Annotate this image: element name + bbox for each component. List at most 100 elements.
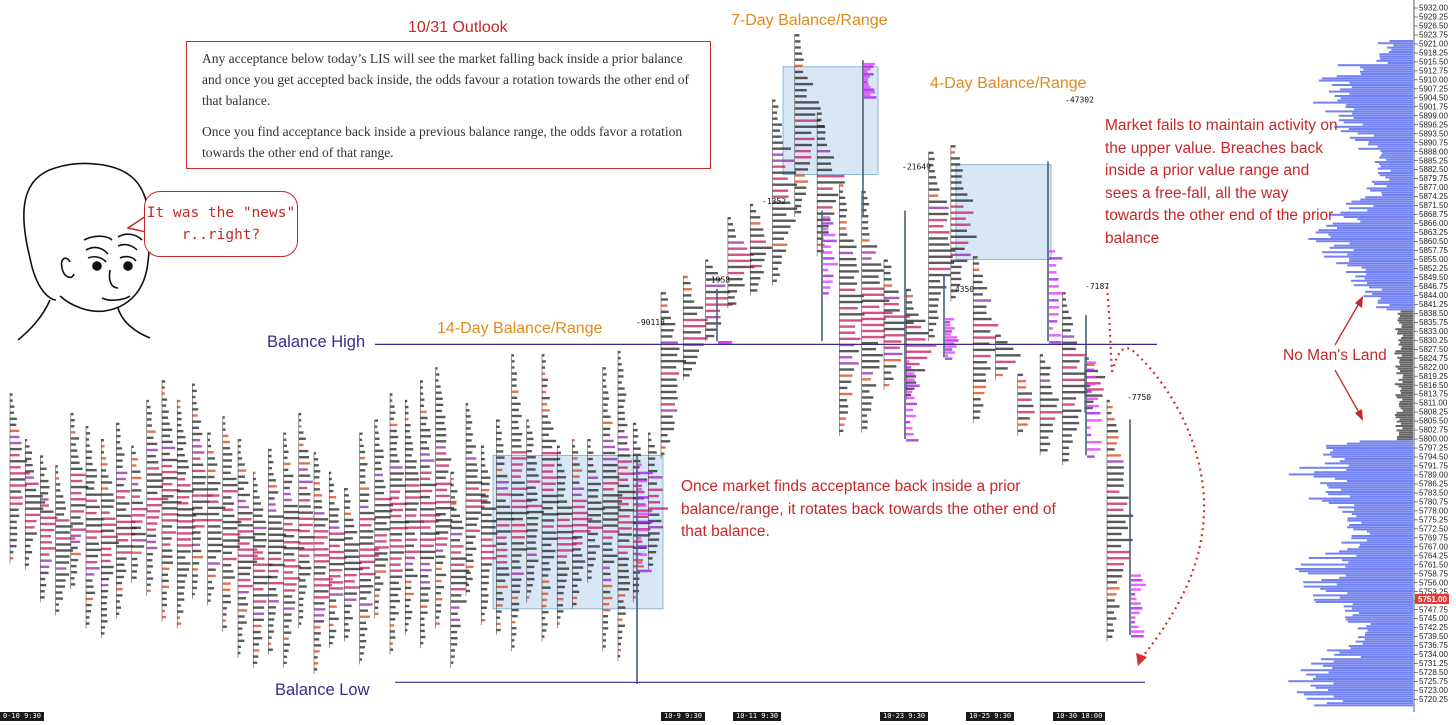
axis-tick-label-13: 5896.25: [1419, 120, 1448, 129]
profile-day-22: [344, 488, 363, 642]
axis-tick-label-75: 5725.75: [1419, 677, 1448, 686]
axis-tick-label-1: 5929.25: [1419, 13, 1448, 22]
price-axis: 5932.005929.255926.505923.755921.005918.…: [1413, 0, 1449, 712]
value-label-1: -1958: [706, 275, 730, 284]
profile-day-11: [176, 399, 197, 629]
axis-tick-label-36: 5833.00: [1419, 327, 1448, 336]
axis-tick-label-3: 5923.75: [1419, 31, 1448, 40]
axis-tick-label-68: 5745.00: [1419, 614, 1448, 623]
composite-volume-profile: [1288, 40, 1413, 707]
axis-tick-label-46: 5805.50: [1419, 417, 1448, 426]
axis-tick-label-28: 5855.00: [1419, 255, 1448, 264]
axis-tick-label-5: 5918.25: [1419, 49, 1448, 58]
profile-day-38: [587, 439, 605, 583]
range-label-7-day: 7-Day Balance/Range: [731, 12, 888, 29]
axis-tick-label-45: 5808.25: [1419, 408, 1448, 417]
profile-day-34: [526, 419, 544, 603]
volume-profile: [636, 40, 1413, 707]
axis-tick-label-69: 5742.25: [1419, 623, 1448, 632]
axis-tick-label-21: 5874.25: [1419, 192, 1448, 201]
axis-tick-label-70: 5739.50: [1419, 632, 1448, 641]
axis-tick-label-35: 5835.75: [1419, 318, 1448, 327]
profile-day-7: [116, 422, 137, 619]
axis-tick-label-2: 5926.50: [1419, 22, 1448, 31]
axis-tick-label-32: 5844.00: [1419, 291, 1448, 300]
axis-tick-label-47: 5802.75: [1419, 426, 1448, 435]
axis-tick-label-16: 5888.00: [1419, 147, 1448, 156]
profile-day-56: [950, 145, 977, 302]
date-label-3: 10-23 9:30: [880, 712, 929, 721]
current-price-marker: [1415, 594, 1449, 605]
axis-tick-label-8: 5910.00: [1419, 75, 1448, 84]
axis-tick-label-77: 5720.25: [1419, 695, 1448, 704]
axis-tick-label-42: 5816.50: [1419, 381, 1448, 390]
axis-tick-label-18: 5882.50: [1419, 165, 1448, 174]
balance-high-label: Balance High: [267, 333, 366, 351]
date-label-1: 10-9 9:30: [661, 712, 705, 721]
axis-tick-label-38: 5827.50: [1419, 345, 1448, 354]
outlook-paragraph-2: Once you find acceptance back inside a p…: [202, 124, 683, 160]
axis-tick-label-73: 5731.25: [1419, 659, 1448, 668]
profile-day-18: [283, 432, 305, 668]
value-label-4: -47302: [1065, 96, 1094, 105]
profile-day-44: [683, 275, 708, 381]
no-mans-land-label: No Man's Land: [1283, 347, 1387, 364]
range-label-14-day: 14-Day Balance/Range: [437, 320, 603, 337]
profile-day-57: [972, 256, 999, 423]
profile-day-61: [1062, 292, 1091, 466]
value-labels: -90118 -1958 -1352 -21649 -47302 -4350 -7187 -7…: [636, 96, 1151, 402]
axis-tick-label-24: 5866.00: [1419, 219, 1448, 228]
profile-day-31: [480, 445, 498, 626]
outlook-paragraph-1: Any acceptance below today’s LIS will se…: [202, 51, 689, 108]
axis-tick-label-31: 5846.75: [1419, 282, 1448, 291]
profile-day-48: [772, 99, 798, 286]
profile-day-58: [995, 334, 1021, 381]
axis-tick-label-22: 5871.50: [1419, 201, 1448, 210]
axis-tick-label-30: 5849.50: [1419, 273, 1448, 282]
axis-tick-label-74: 5728.50: [1419, 668, 1448, 677]
profile-day-10: [161, 380, 182, 622]
profile-day-0: [9, 393, 30, 564]
axis-tick-label-53: 5786.25: [1419, 480, 1448, 489]
profile-day-60: [1039, 354, 1063, 456]
axis-tick-label-55: 5780.75: [1419, 498, 1448, 507]
profile-day-43: [660, 292, 687, 459]
axis-tick-label-64: 5756.00: [1419, 578, 1448, 587]
profile-day-25: [389, 393, 410, 655]
axis-tick-label-40: 5822.00: [1419, 363, 1448, 372]
axis-tick-label-57: 5775.25: [1419, 515, 1448, 524]
market-fails-note: Market fails to maintain activity on the…: [1105, 117, 1338, 247]
current-price-label: 5751.00: [1418, 595, 1447, 604]
axis-tick-label-29: 5852.25: [1419, 264, 1448, 273]
profile-day-3: [55, 465, 76, 616]
profile-day-59: [1017, 373, 1035, 436]
date-label-2: 10-11 9:30: [733, 712, 782, 721]
wojak-illustration: [17, 162, 151, 341]
bubble-line-1: It was the "news": [146, 205, 296, 221]
profile-day-47: [749, 203, 773, 296]
axis-tick-label-63: 5758.75: [1419, 569, 1448, 578]
value-label-5: -4350: [950, 285, 974, 294]
axis-tick-label-14: 5893.50: [1419, 129, 1448, 138]
axis-tick-label-20: 5877.00: [1419, 183, 1448, 192]
profile-day-6: [100, 439, 119, 639]
axis-tick-label-17: 5885.25: [1419, 156, 1448, 165]
axis-tick-label-41: 5819.25: [1419, 372, 1448, 381]
profile-day-14: [222, 416, 242, 632]
axis-tick-label-37: 5830.25: [1419, 336, 1448, 345]
profile-day-15: [237, 439, 258, 658]
axis-tick-label-12: 5899.00: [1419, 111, 1448, 120]
axis-tick-label-51: 5791.75: [1419, 462, 1448, 471]
axis-tick-label-6: 5915.50: [1419, 57, 1448, 66]
axis-tick-label-34: 5838.50: [1419, 309, 1448, 318]
axis-tick-label-76: 5723.00: [1419, 686, 1448, 695]
axis-tick-label-39: 5824.75: [1419, 354, 1448, 363]
axis-tick-label-60: 5767.00: [1419, 542, 1448, 551]
axis-tick-label-72: 5734.00: [1419, 650, 1448, 659]
value-label-6: -7187: [1085, 282, 1109, 291]
profile-day-63: [1106, 399, 1134, 642]
date-label-5: 10-30 18:00: [1053, 712, 1106, 721]
session-volume-column-3: [862, 60, 877, 217]
profile-day-33: [511, 354, 532, 652]
profile-day-24: [374, 419, 393, 619]
